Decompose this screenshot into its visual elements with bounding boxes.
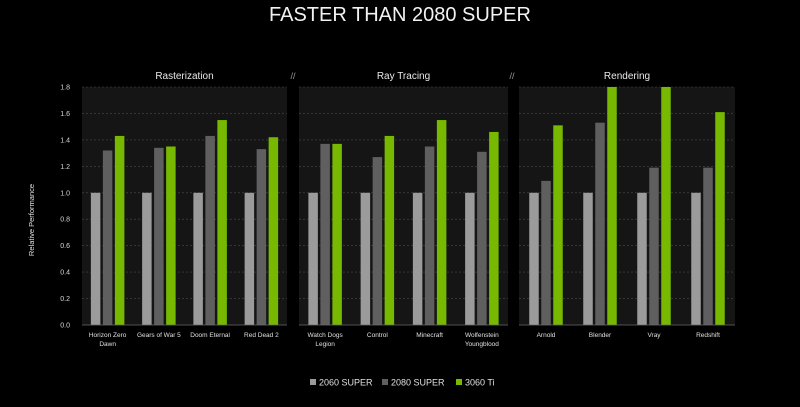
- panel-background: [82, 87, 287, 325]
- category-label: Redshift: [696, 332, 720, 339]
- panel-title: Ray Tracing: [377, 71, 430, 82]
- category-label: Red Dead 2: [244, 332, 279, 339]
- legend-label: 2060 SUPER: [319, 378, 373, 388]
- bar-2060-super: [637, 192, 647, 325]
- bar-2080-super: [541, 180, 551, 325]
- bar-3060-ti: [607, 87, 617, 325]
- legend-item: 2080 SUPER: [382, 378, 445, 388]
- panel-ray-tracing: Ray Tracing Watch Dogs Legion Control Minecr…: [299, 71, 508, 348]
- bar-3060-ti: [715, 112, 725, 325]
- bar-2060-super: [583, 192, 593, 325]
- bar-2080-super: [154, 147, 164, 325]
- bar-3060-ti: [489, 131, 499, 325]
- category-label: Minecraft: [416, 332, 443, 339]
- bar-2080-super: [424, 146, 435, 325]
- y-tick-label: 0.2: [60, 296, 70, 303]
- y-tick-label: 0.4: [60, 270, 70, 277]
- legend-swatch: [310, 379, 316, 385]
- legend-label: 2080 SUPER: [391, 378, 445, 388]
- y-axis-label: Relative Performance: [27, 184, 36, 256]
- category-label: Blender: [589, 332, 612, 339]
- legend-item: 3060 Ti: [456, 378, 495, 388]
- panels: Rasterization Horizon Zero Dawn Gears of Wa…: [82, 71, 735, 348]
- bar-2080-super: [102, 150, 113, 325]
- bar-3060-ti: [384, 135, 395, 325]
- bar-2080-super: [320, 143, 330, 325]
- y-tick-label: 1.2: [60, 164, 70, 171]
- bar-2060-super: [529, 192, 539, 325]
- bar-3060-ti: [268, 137, 279, 325]
- legend-swatch: [456, 379, 462, 385]
- y-tick-label: 1.6: [60, 111, 70, 118]
- panel-rasterization: Rasterization Horizon Zero Dawn Gears of Wa…: [82, 71, 287, 348]
- bar-2060-super: [412, 192, 423, 325]
- bar-2080-super: [372, 157, 383, 325]
- y-tick-label: 0.8: [60, 217, 70, 224]
- panel-title: Rendering: [604, 71, 650, 82]
- panel-separator: //: [290, 71, 296, 81]
- legend-swatch: [382, 379, 388, 385]
- bar-3060-ti: [217, 120, 227, 325]
- bar-2060-super: [193, 192, 203, 325]
- y-tick-label: 1.0: [60, 190, 70, 197]
- bar-3060-ti: [114, 135, 125, 325]
- bar-2080-super: [703, 167, 713, 325]
- legend-label: 3060 Ti: [465, 378, 495, 388]
- category-label: Vray: [647, 332, 661, 339]
- bar-2060-super: [308, 192, 318, 325]
- legend: 2060 SUPER 2080 SUPER 3060 Ti: [310, 378, 495, 388]
- category-label: Control: [367, 332, 389, 339]
- bar-2080-super: [649, 167, 659, 325]
- bar-3060-ti: [332, 143, 342, 325]
- panel-title: Rasterization: [155, 71, 213, 82]
- category-label: Gears of War 5: [137, 332, 181, 339]
- bar-2060-super: [691, 192, 701, 325]
- bar-3060-ti: [553, 125, 563, 325]
- y-tick-label: 1.4: [60, 137, 70, 144]
- bar-2080-super: [256, 149, 267, 325]
- bar-2080-super: [477, 151, 487, 325]
- bar-3060-ti: [436, 120, 447, 325]
- bar-3060-ti: [166, 146, 176, 325]
- category-label: Horizon Zero Dawn: [89, 332, 127, 348]
- bar-2060-super: [360, 192, 371, 325]
- category-label: Doom Eternal: [190, 332, 230, 339]
- y-tick-label: 0.0: [60, 323, 70, 330]
- panel-rendering: Rendering Arnold Blender Vray Redshift: [519, 71, 735, 339]
- bar-2060-super: [142, 192, 152, 325]
- bar-2080-super: [205, 135, 215, 325]
- y-axis: 0.0 0.2 0.4 0.6 0.8 1.0 1.2 1.4 1.6 1.8: [60, 85, 70, 330]
- chart-title: FASTER THAN 2080 SUPER: [269, 4, 531, 26]
- panel-background: [299, 87, 508, 325]
- bar-2060-super: [90, 192, 101, 325]
- panel-background: [519, 87, 735, 325]
- panel-separator: //: [509, 71, 515, 81]
- category-label: Wolfenstein Youngblood: [465, 332, 499, 348]
- category-label: Watch Dogs Legion: [308, 332, 344, 348]
- category-label: Arnold: [537, 332, 556, 339]
- bar-2060-super: [244, 192, 255, 325]
- bar-2080-super: [595, 122, 605, 325]
- bar-2060-super: [465, 192, 475, 325]
- bar-3060-ti: [661, 87, 671, 325]
- y-tick-label: 0.6: [60, 243, 70, 250]
- y-tick-label: 1.8: [60, 85, 70, 92]
- legend-item: 2060 SUPER: [310, 378, 373, 388]
